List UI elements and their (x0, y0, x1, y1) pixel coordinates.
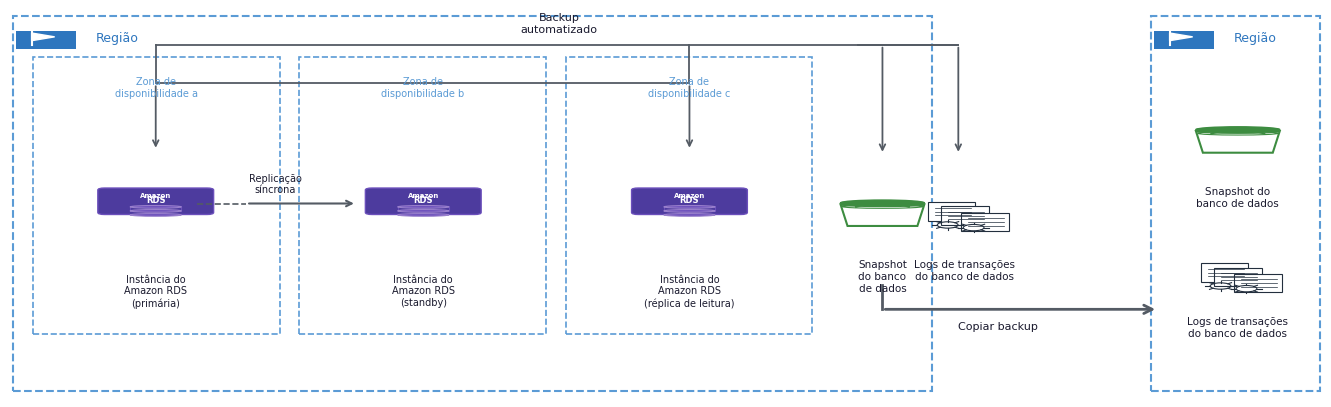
Ellipse shape (398, 214, 449, 216)
FancyBboxPatch shape (1151, 16, 1320, 391)
FancyBboxPatch shape (33, 57, 280, 334)
Ellipse shape (130, 214, 181, 216)
Text: Snapshot
do banco
de dados: Snapshot do banco de dados (858, 260, 906, 294)
FancyBboxPatch shape (631, 188, 747, 214)
Text: Zona de
disponibilidade a: Zona de disponibilidade a (114, 77, 198, 99)
Text: RDS: RDS (680, 196, 699, 205)
FancyBboxPatch shape (1154, 31, 1214, 49)
Ellipse shape (130, 210, 181, 212)
FancyBboxPatch shape (928, 202, 976, 221)
Ellipse shape (841, 200, 924, 206)
Text: Snapshot do
banco de dados: Snapshot do banco de dados (1197, 187, 1279, 209)
Polygon shape (32, 33, 55, 41)
Text: Zona de
disponibilidade c: Zona de disponibilidade c (648, 77, 729, 99)
Text: RDS: RDS (146, 196, 165, 205)
Text: RDS: RDS (414, 196, 433, 205)
Text: Replicação
síncrona: Replicação síncrona (249, 174, 302, 195)
Polygon shape (1170, 33, 1193, 41)
Text: Região: Região (96, 32, 138, 45)
Text: Backup
automatizado: Backup automatizado (520, 13, 598, 35)
Ellipse shape (664, 206, 715, 208)
Text: Logs de transações
do banco de dados: Logs de transações do banco de dados (1187, 317, 1288, 339)
Ellipse shape (1195, 127, 1280, 133)
Text: Copiar backup: Copiar backup (958, 322, 1038, 332)
FancyBboxPatch shape (1214, 267, 1262, 286)
Ellipse shape (664, 210, 715, 212)
Ellipse shape (398, 206, 449, 208)
FancyBboxPatch shape (130, 206, 181, 211)
FancyBboxPatch shape (664, 206, 715, 211)
Text: Instância do
Amazon RDS
(standby): Instância do Amazon RDS (standby) (391, 275, 455, 308)
Text: Amazon: Amazon (140, 193, 172, 199)
Text: Instância do
Amazon RDS
(primária): Instância do Amazon RDS (primária) (124, 275, 188, 309)
Ellipse shape (130, 206, 181, 208)
FancyBboxPatch shape (1234, 274, 1282, 292)
FancyBboxPatch shape (13, 16, 932, 391)
FancyBboxPatch shape (16, 31, 76, 49)
Text: Logs de transações
do banco de dados: Logs de transações do banco de dados (914, 260, 1016, 282)
Text: Zona de
disponibilidade b: Zona de disponibilidade b (381, 77, 465, 99)
FancyBboxPatch shape (299, 57, 546, 334)
FancyBboxPatch shape (566, 57, 812, 334)
FancyBboxPatch shape (398, 206, 449, 211)
Text: Região: Região (1234, 32, 1276, 45)
Text: Amazon: Amazon (407, 193, 439, 199)
FancyBboxPatch shape (1201, 263, 1248, 282)
FancyBboxPatch shape (98, 188, 213, 214)
FancyBboxPatch shape (941, 206, 989, 225)
Ellipse shape (398, 210, 449, 212)
Text: Instância do
Amazon RDS
(réplica de leitura): Instância do Amazon RDS (réplica de leit… (644, 275, 735, 309)
Ellipse shape (664, 214, 715, 216)
FancyBboxPatch shape (365, 188, 482, 214)
FancyBboxPatch shape (961, 212, 1009, 231)
Text: Amazon: Amazon (673, 193, 705, 199)
